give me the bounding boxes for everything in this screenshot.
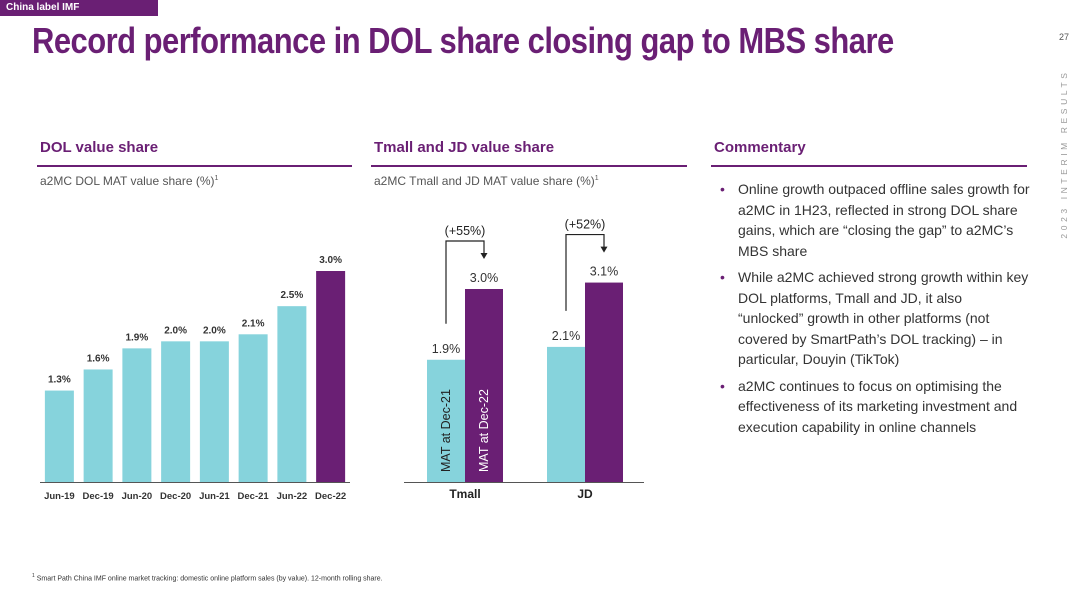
dol-x-tick-label: Dec-22 [315,491,346,502]
growth-bracket [445,240,485,324]
dol-heading: DOL value share [40,139,159,156]
tmall-jd-data-label: 3.0% [470,271,499,285]
dol-x-tick-label: Dec-19 [83,491,114,502]
commentary-bullet: • While a2MC achieved strong growth withi… [720,269,1029,367]
dol-bar [316,271,346,482]
growth-label: (+55%) [445,224,486,238]
dol-data-label: 1.6% [87,353,110,364]
dol-bar [122,348,152,482]
page-title: Record performance in DOL share closing … [32,20,894,61]
tmall-jd-bar [585,282,623,482]
dol-bar [238,334,268,482]
tmall-jd-data-label: 1.9% [432,342,461,356]
footnote: 1 Smart Path China IMF online market tra… [32,573,383,583]
page-number: 27 [1058,32,1069,42]
dol-data-label: 3.0% [319,255,342,266]
tmall-jd-data-label: 3.1% [590,265,619,279]
tmall-jd-bar [427,359,465,482]
dol-rule [37,165,352,167]
tmall-jd-data-label: 2.1% [552,329,581,343]
growth-label: (+52%) [565,218,606,232]
commentary-list: • Online growth outpaced offline sales gr… [718,179,1030,443]
series-name-label: MAT at Dec-22 [477,389,491,472]
commentary-heading: Commentary [714,139,806,156]
dol-x-tick-label: Dec-21 [238,491,270,502]
tmall-jd-subtitle: a2MC Tmall and JD MAT value share (%)1 [374,174,599,188]
dol-data-label: 1.9% [125,332,148,343]
dol-x-tick-label: Jun-22 [277,491,308,502]
dol-x-tick-label: Dec-20 [160,491,191,502]
dol-bar [83,369,113,482]
dol-data-label: 1.3% [48,375,71,386]
tmall-jd-x-tick-label: JD [577,487,593,501]
series-name-label: MAT at Dec-21 [439,389,453,472]
tmall-jd-bar [547,346,585,482]
commentary-rule [711,165,1027,167]
tmall-jd-rule [371,165,687,167]
dol-bar [199,341,229,482]
dol-x-tick-label: Jun-19 [44,491,75,502]
growth-arrowhead [480,253,488,259]
dol-data-label: 2.0% [164,325,187,336]
commentary-bullet: • a2MC continues to focus on optimising t… [720,377,1018,435]
commentary-bullet: • Online growth outpaced offline sales gr… [720,181,1030,259]
dol-bar [161,341,191,482]
dol-data-label: 2.1% [242,318,265,329]
dol-data-label: 2.0% [203,325,226,336]
dol-x-tick-label: Jun-21 [199,491,230,502]
dol-bar [277,306,307,482]
dol-data-label: 2.5% [280,290,303,301]
tmall-jd-x-tick-label: Tmall [449,487,480,501]
dol-bar [44,390,74,482]
tmall-jd-heading: Tmall and JD value share [374,139,555,156]
dol-x-tick-label: Jun-20 [122,491,153,502]
dol-subtitle: a2MC DOL MAT value share (%)1 [40,174,219,188]
tmall-jd-bar [465,289,503,482]
growth-arrowhead [600,246,608,253]
growth-bracket [565,233,605,311]
section-tag: China label IMF [0,0,158,16]
